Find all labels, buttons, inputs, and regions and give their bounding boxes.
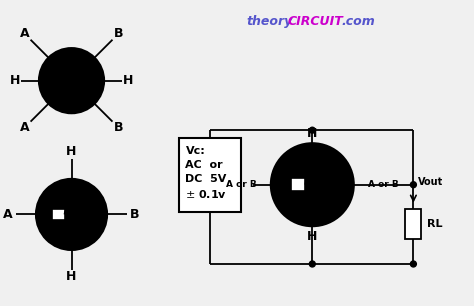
Circle shape [310, 127, 315, 133]
Bar [179, 138, 241, 212]
Text: theory: theory [247, 15, 293, 28]
Circle shape [310, 261, 315, 267]
Text: A: A [3, 208, 13, 221]
Bar [52, 209, 64, 220]
Text: A or B: A or B [226, 180, 256, 189]
Text: B: B [114, 27, 123, 40]
Text: .com: .com [341, 15, 375, 28]
Text: B: B [114, 121, 123, 134]
Text: $\pm$ 0.1v: $\pm$ 0.1v [185, 188, 228, 200]
Text: B: B [130, 208, 140, 221]
Bar [291, 178, 305, 191]
Text: A or B: A or B [368, 180, 399, 189]
Circle shape [271, 143, 354, 226]
Text: H: H [123, 74, 133, 87]
Text: AC  or: AC or [185, 160, 223, 170]
Text: DC  5V: DC 5V [185, 174, 227, 184]
Circle shape [39, 48, 104, 113]
Text: A: A [20, 121, 29, 134]
Circle shape [36, 179, 107, 250]
Circle shape [53, 62, 91, 99]
Text: H: H [307, 127, 318, 140]
Text: RL: RL [427, 219, 443, 229]
Text: Vout: Vout [419, 177, 444, 187]
Text: Vc:: Vc: [185, 146, 205, 156]
Circle shape [410, 261, 416, 267]
Circle shape [410, 182, 416, 188]
Text: A: A [20, 27, 29, 40]
Text: H: H [10, 74, 20, 87]
Text: H: H [66, 271, 77, 283]
Text: CIRCUIT: CIRCUIT [288, 15, 343, 28]
Bar [405, 210, 421, 239]
Text: H: H [307, 230, 318, 243]
Text: H: H [66, 144, 77, 158]
